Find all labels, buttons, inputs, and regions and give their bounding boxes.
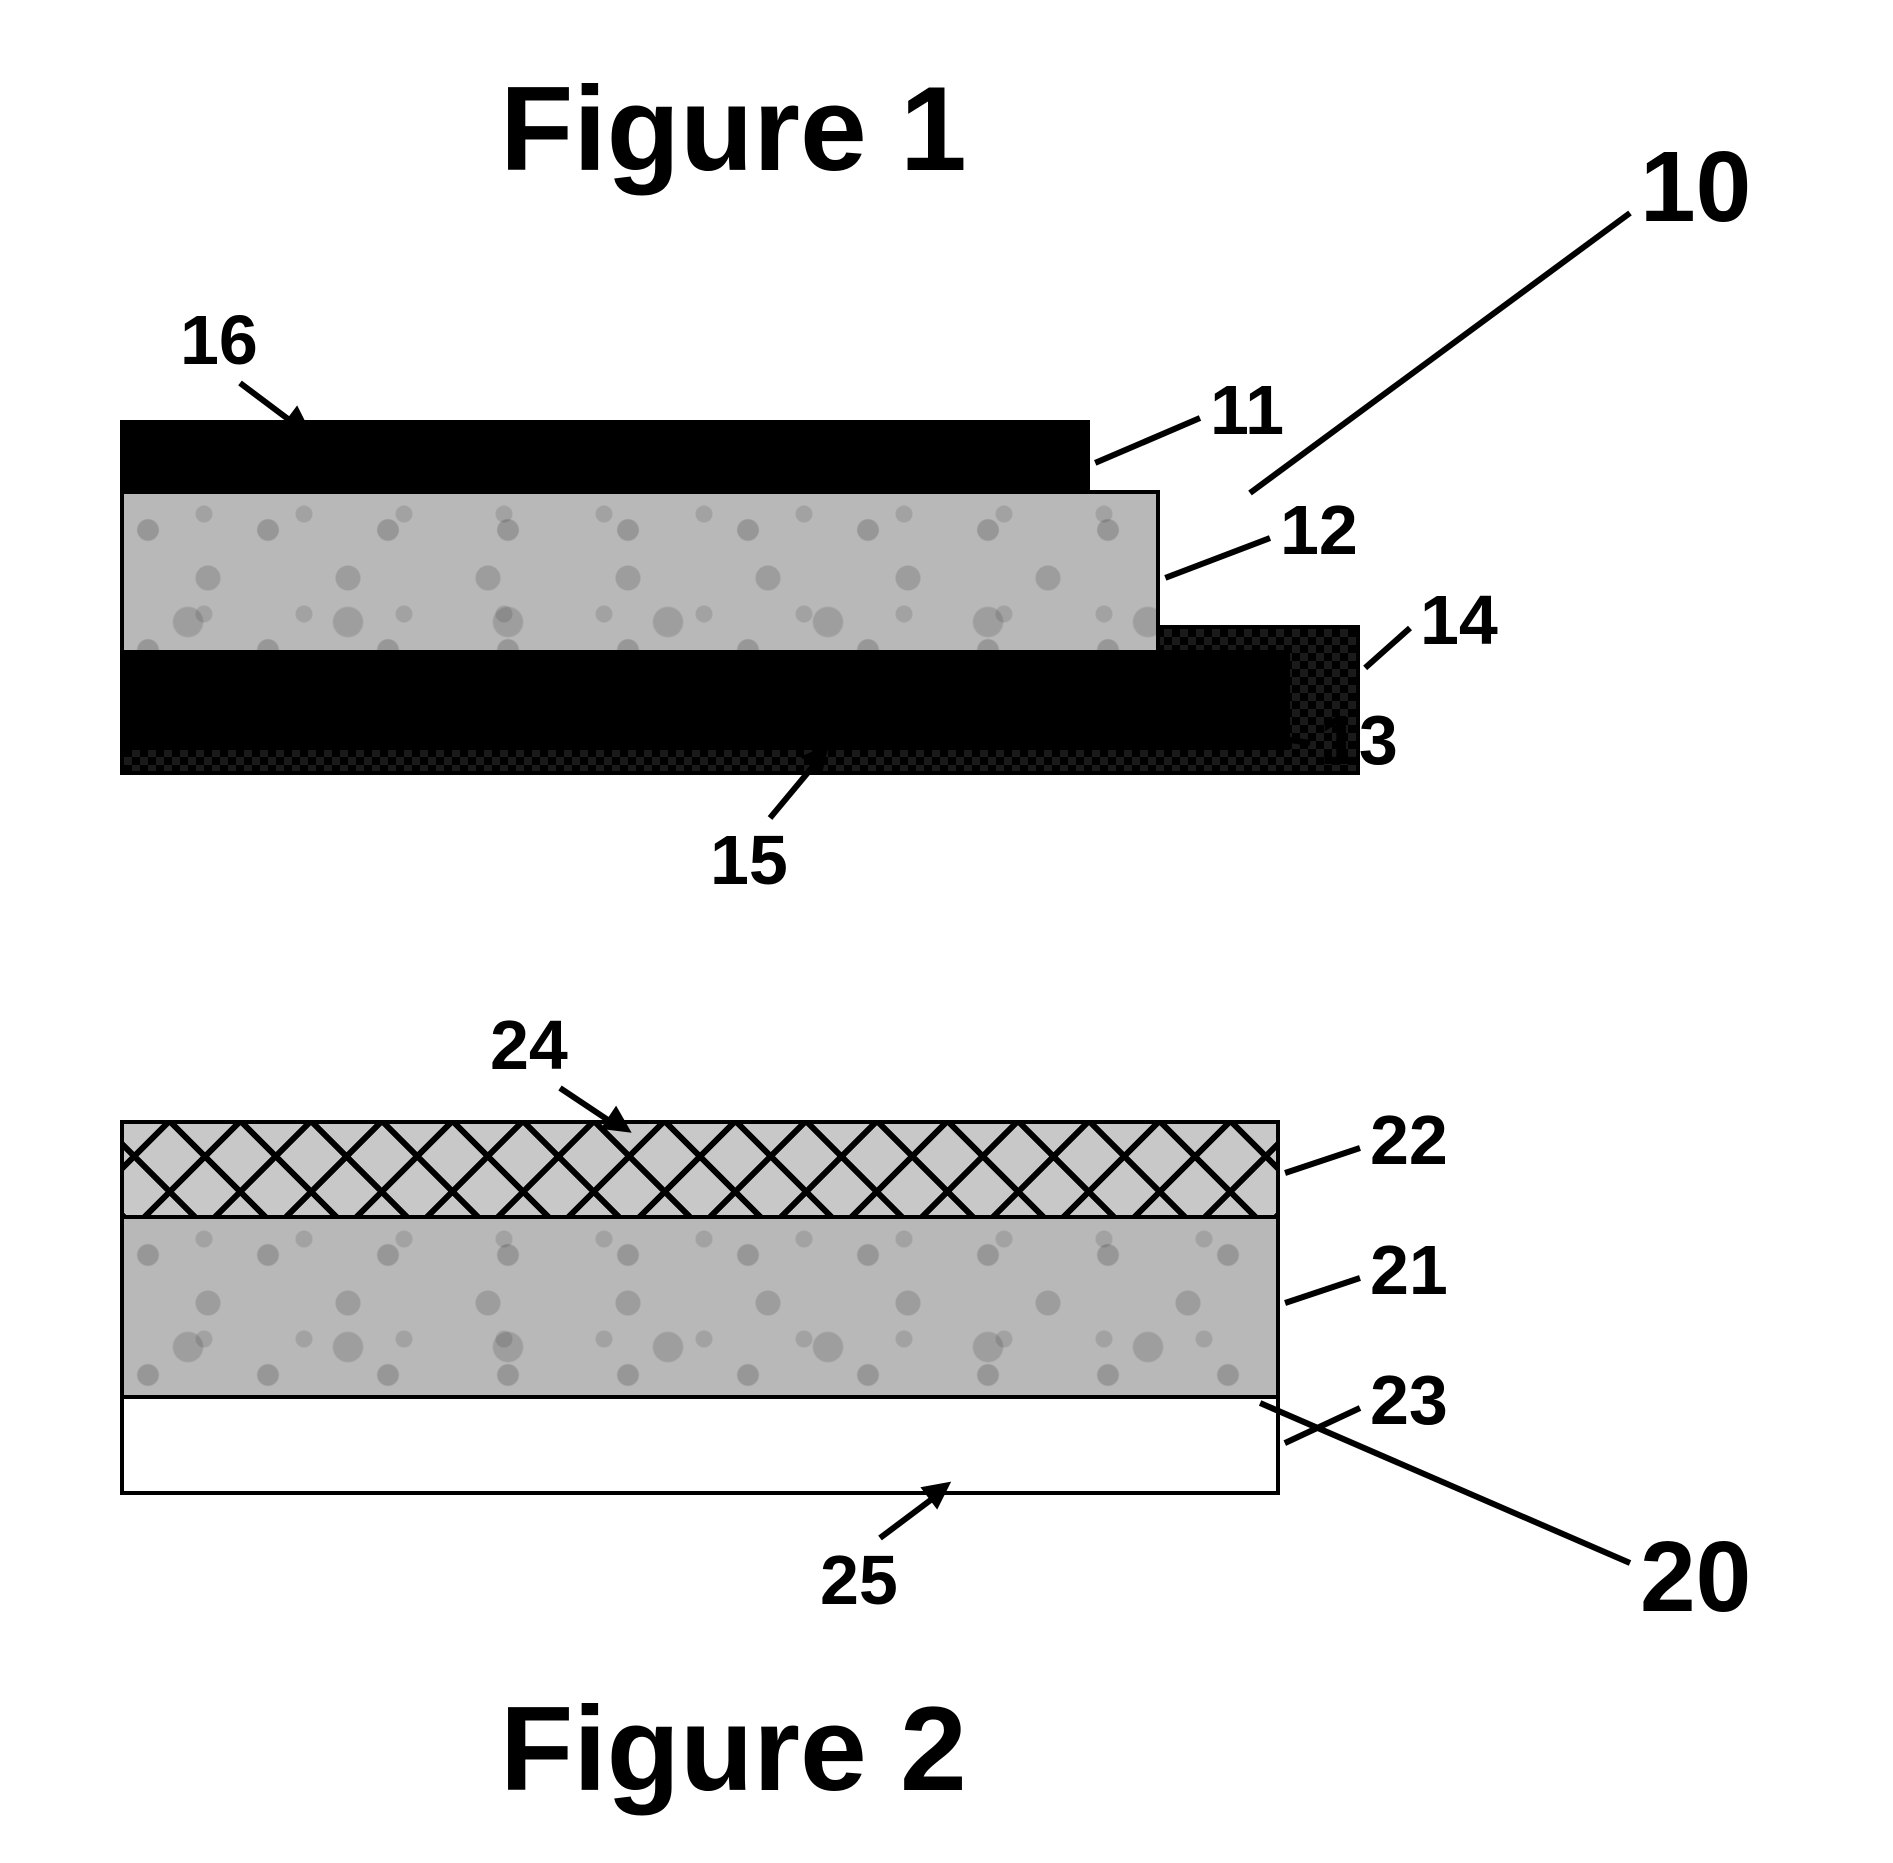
label-23: 23 [1370, 1360, 1448, 1440]
figure2-title: Figure 2 [500, 1680, 967, 1818]
layer-22 [120, 1120, 1280, 1225]
side-label-24: 24 [490, 1005, 568, 1085]
layer-12 [120, 490, 1160, 670]
label-12: 12 [1280, 490, 1358, 570]
label-14: 14 [1420, 580, 1498, 660]
leader-line [1284, 1145, 1361, 1176]
leader-line [1284, 1275, 1361, 1306]
side-label-25: 25 [820, 1540, 898, 1620]
label-21: 21 [1370, 1230, 1448, 1310]
leader-line [1248, 211, 1632, 496]
leader-line [1164, 535, 1271, 581]
side-label-16: 16 [180, 300, 258, 380]
label-11: 11 [1210, 370, 1284, 450]
figure2-assembly-label: 20 [1640, 1520, 1751, 1635]
layer-23 [120, 1395, 1280, 1495]
leader-line [1363, 626, 1412, 670]
figure1-assembly-label: 10 [1640, 130, 1751, 245]
layer-21 [120, 1215, 1280, 1405]
side-label-15: 15 [710, 820, 788, 900]
label-13: 13 [1320, 700, 1398, 780]
figure1-title: Figure 1 [500, 60, 967, 198]
leader-line [1094, 415, 1201, 466]
label-22: 22 [1370, 1100, 1448, 1180]
layer-13 [120, 650, 1290, 750]
